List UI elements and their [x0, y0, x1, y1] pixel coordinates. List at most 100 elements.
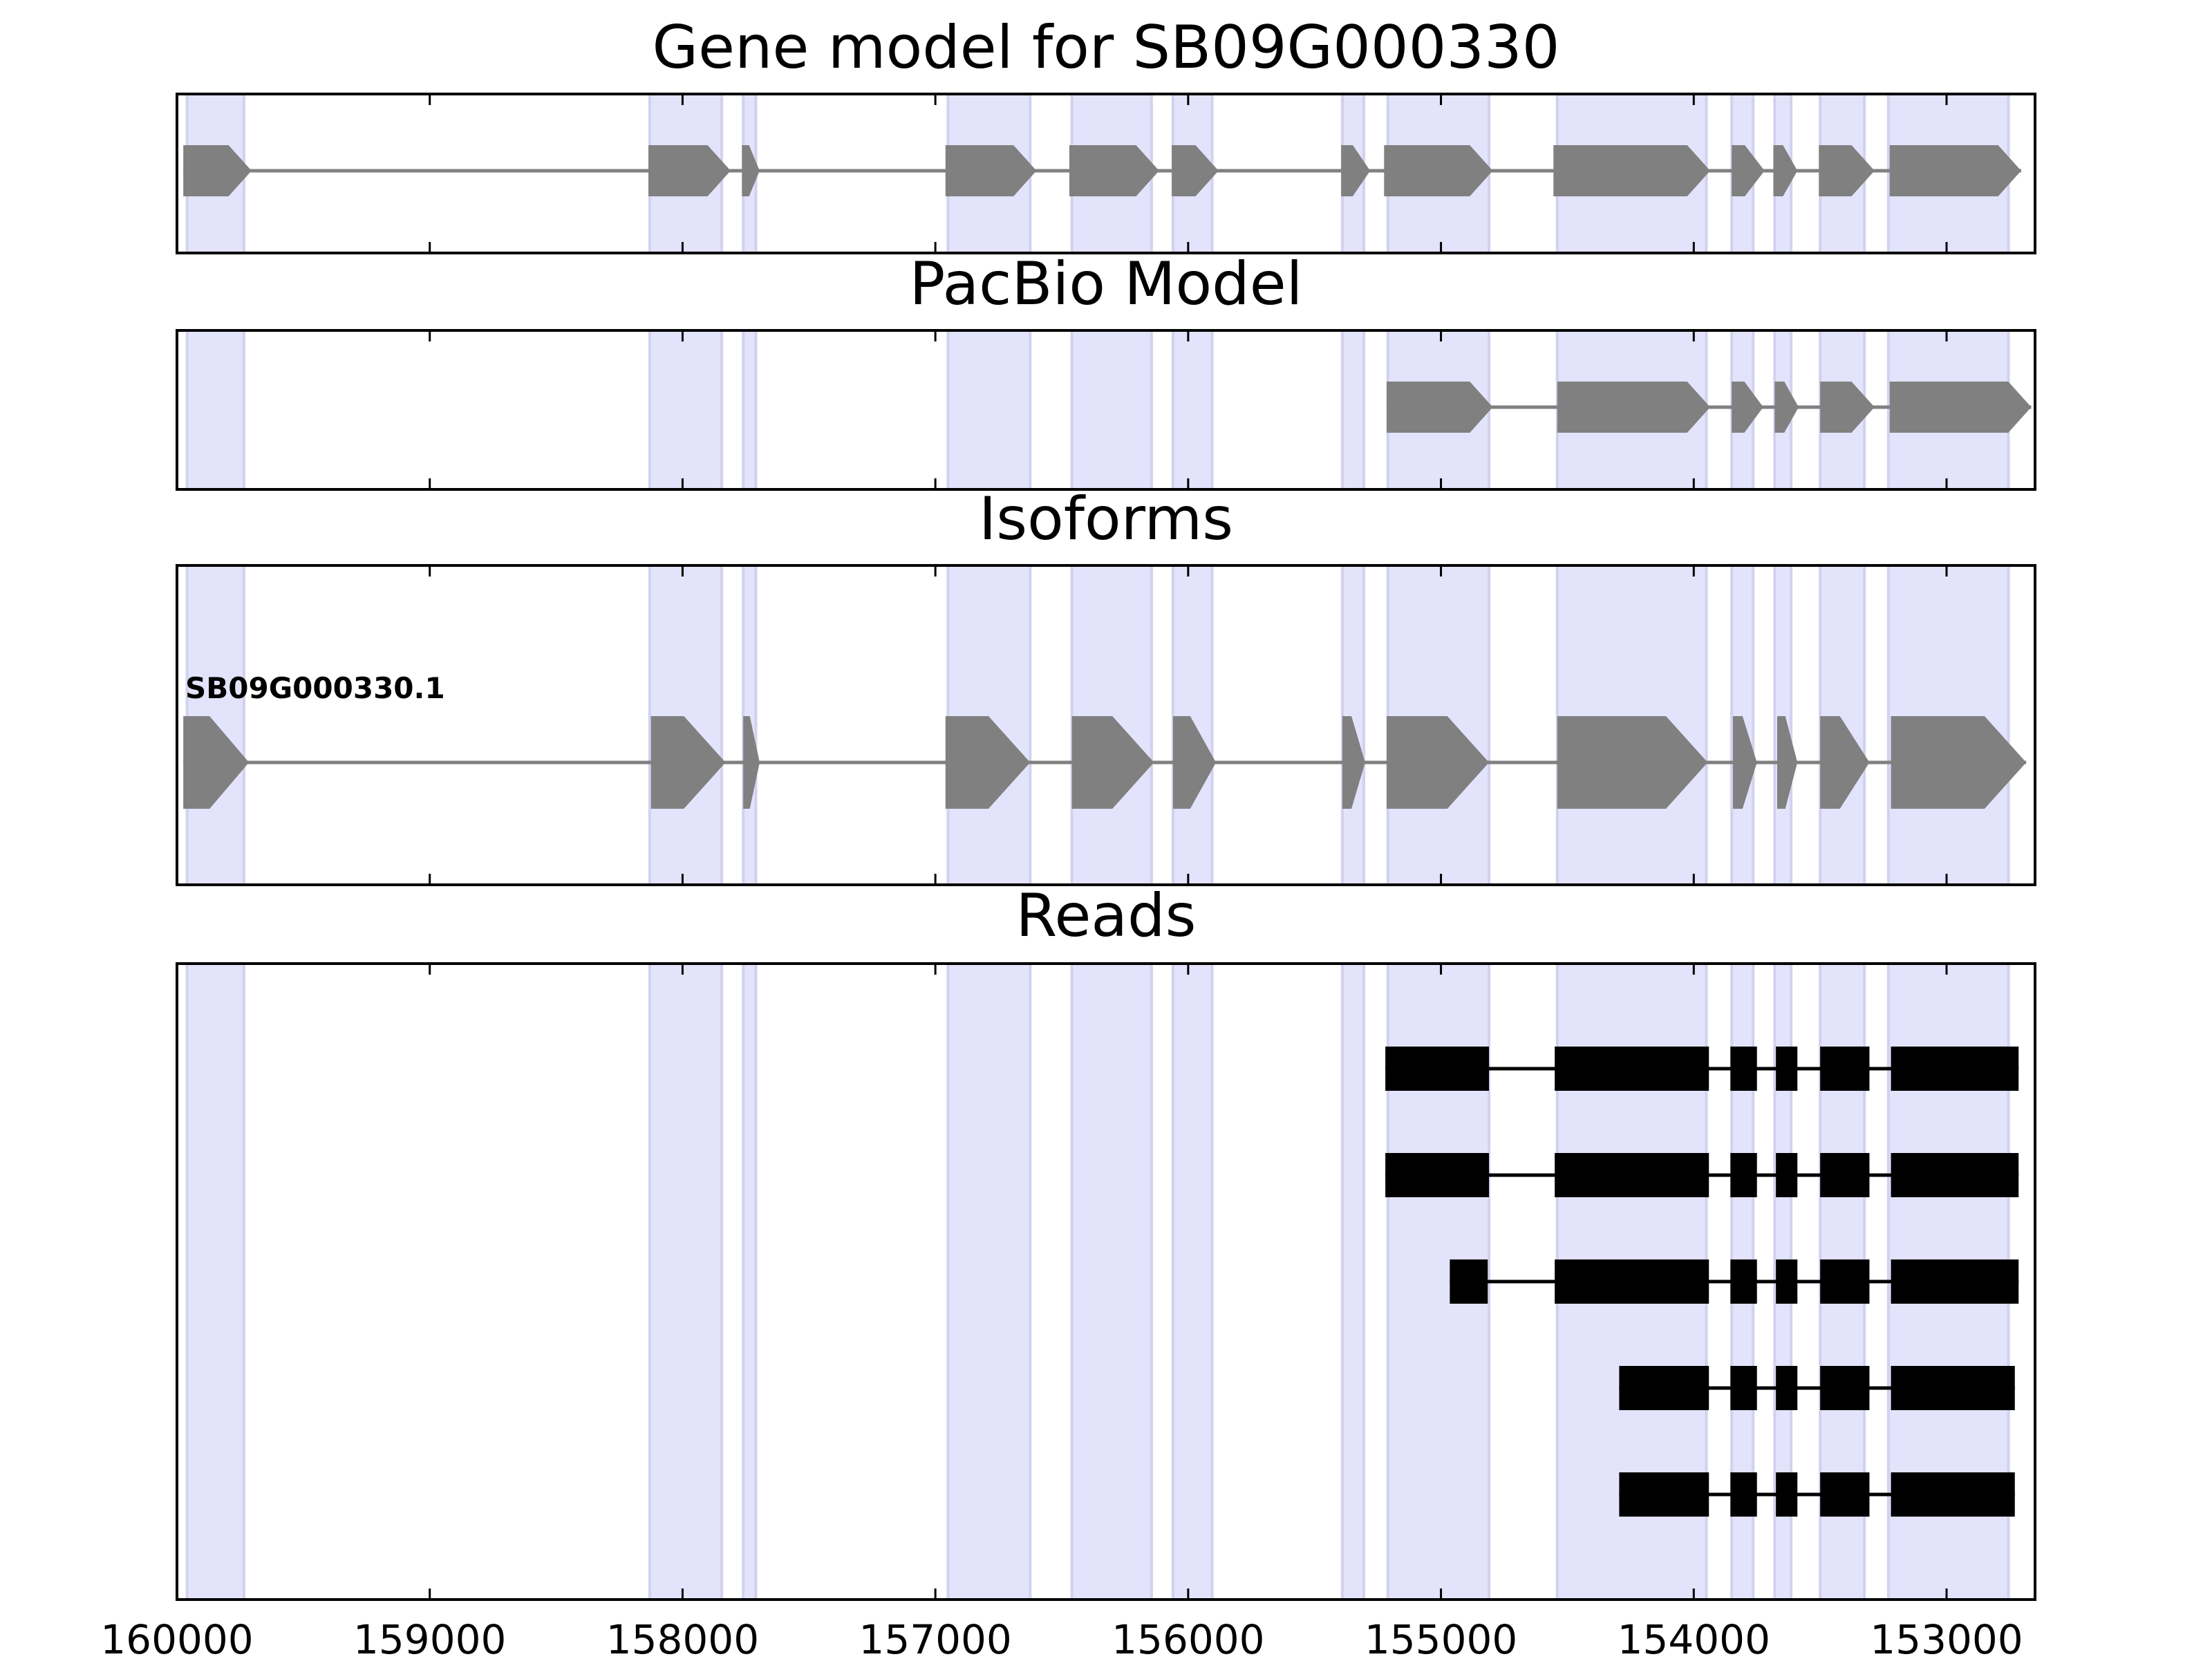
panel-frame [176, 329, 2036, 491]
x-tick-label: 159000 [353, 1616, 506, 1659]
tick-marks [176, 565, 1948, 885]
exon-arrow [1557, 382, 1711, 433]
read-track [1450, 1259, 2019, 1304]
exon-arrow [1071, 716, 1154, 809]
gene-model-track [183, 145, 2021, 196]
panel-title: PacBio Model [909, 250, 1302, 319]
read-exon-block [1820, 1153, 1870, 1197]
read-exon-block [1385, 1153, 1490, 1197]
exon-arrow [183, 145, 252, 196]
exon-shade-region [648, 329, 724, 491]
exon-arrow [1773, 145, 1798, 196]
panel-title: Reads [1016, 881, 1197, 950]
isoform-label: SB09G000330.1 [185, 671, 445, 705]
exon-arrow [183, 716, 250, 809]
panel-pacbio-model: PacBio Model [176, 250, 2036, 491]
exon-shade-region [742, 329, 758, 491]
gene-model-track: SB09G000330.1 [183, 671, 2027, 809]
read-exon-block [1730, 1047, 1757, 1091]
exon-shade-region [1070, 962, 1153, 1601]
exon-arrow [1820, 382, 1875, 433]
panel-frame [176, 564, 2036, 886]
read-exon-block [1891, 1472, 2015, 1517]
exon-arrow [1891, 716, 2027, 809]
panel-frame [176, 962, 2036, 1601]
gene-model-track [1386, 382, 2032, 433]
exon-shade-region [185, 329, 245, 491]
exon-shade-region [1171, 962, 1214, 1601]
x-tick-label: 158000 [606, 1616, 759, 1659]
exon-arrow [1889, 145, 2021, 196]
exon-shade-region [946, 962, 1032, 1601]
read-exon-block [1776, 1047, 1798, 1091]
exon-arrow [1386, 382, 1493, 433]
exon-arrow [650, 716, 726, 809]
read-exon-block [1555, 1153, 1709, 1197]
exon-arrow [743, 716, 760, 809]
exon-arrow [1172, 145, 1219, 196]
x-tick-label: 160000 [100, 1616, 253, 1659]
exon-arrow [945, 145, 1037, 196]
panel-isoforms: Isoforms SB09G000330.1 [176, 485, 2036, 886]
exon-shade-region [1070, 329, 1153, 491]
exon-arrow [1774, 382, 1799, 433]
x-tick-label: 156000 [1112, 1616, 1264, 1659]
tick-marks [176, 94, 1948, 253]
read-track [1619, 1472, 2015, 1517]
read-exon-block [1776, 1366, 1798, 1410]
exon-shade-region [1340, 962, 1366, 1601]
exon-arrow [1172, 716, 1217, 809]
panel-reads: Reads [176, 881, 2036, 1601]
exon-arrow [945, 716, 1031, 809]
x-tick-label: 153000 [1870, 1616, 2023, 1659]
exon-arrow [1732, 382, 1763, 433]
read-exon-block [1820, 1366, 1870, 1410]
read-exon-block [1891, 1153, 2019, 1197]
exon-arrow [1820, 716, 1870, 809]
read-exon-block [1619, 1472, 1709, 1517]
read-exon-block [1619, 1366, 1709, 1410]
exon-shade-region [1340, 329, 1366, 491]
panel-title: Isoforms [979, 485, 1233, 554]
read-exon-block [1891, 1259, 2019, 1304]
read-exon-block [1891, 1047, 2019, 1091]
read-exon-block [1776, 1472, 1798, 1517]
x-tick-label: 154000 [1618, 1616, 1770, 1659]
x-tick-label: 157000 [859, 1616, 1011, 1659]
read-exon-block [1555, 1047, 1709, 1091]
exon-arrow [1819, 145, 1875, 196]
read-exon-block [1776, 1153, 1798, 1197]
panel-title: Gene model for SB09G000330 [653, 13, 1560, 82]
exon-arrow [1069, 145, 1159, 196]
exon-shade-region [1171, 329, 1214, 491]
exon-arrow [648, 145, 731, 196]
read-exon-block [1891, 1366, 2015, 1410]
read-exon-block [1730, 1259, 1757, 1304]
exon-shade-region [742, 962, 758, 1601]
read-track [1619, 1366, 2015, 1410]
x-tick-label: 155000 [1365, 1616, 1517, 1659]
read-exon-block [1730, 1472, 1757, 1517]
exon-shade-region [648, 962, 724, 1601]
exon-arrow [1732, 145, 1765, 196]
exon-arrow [1386, 716, 1490, 809]
exon-arrow [742, 145, 760, 196]
read-exon-block [1820, 1472, 1870, 1517]
x-axis-tick-labels: 160000 159000 158000 157000 156000 155000 1540… [100, 1616, 2023, 1659]
read-track [1385, 1047, 2019, 1091]
exon-arrow [1732, 716, 1757, 809]
tick-marks [176, 964, 1948, 1600]
read-exon-block [1385, 1047, 1490, 1091]
read-exon-block [1776, 1259, 1798, 1304]
exon-arrow [1777, 716, 1798, 809]
read-exon-block [1730, 1366, 1757, 1410]
tick-marks [176, 330, 1948, 489]
exon-arrow [1889, 382, 2032, 433]
exon-shade-region [946, 329, 1032, 491]
exon-arrow [1557, 716, 1708, 809]
exon-arrow [1341, 145, 1371, 196]
read-exon-block [1820, 1259, 1870, 1304]
exon-arrow [1384, 145, 1493, 196]
panel-gene-model: Gene model for SB09G000330 [176, 13, 2036, 254]
